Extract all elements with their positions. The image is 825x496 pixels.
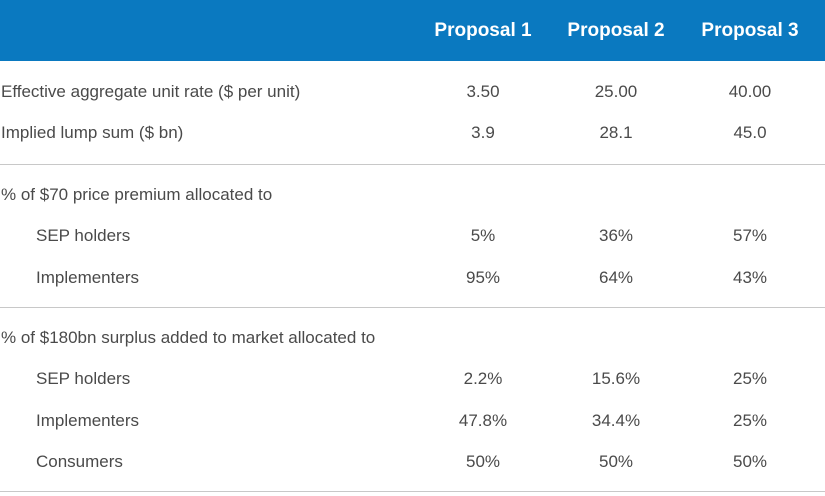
column-header-proposal-1: Proposal 1 [434,20,532,41]
row-label-implementers: Implementers [36,268,139,287]
section-title-row: % of $70 price premium allocated to [0,174,825,216]
row-label-sep-holders: SEP holders [36,369,131,388]
cell-value: 25% [732,411,768,430]
cell-value: 50% [598,452,634,471]
table-row: Effective aggregate unit rate ($ per uni… [0,71,825,113]
cell-value: 3.50 [466,82,500,101]
cell-value: 45.0 [733,123,767,142]
cell-value: 50% [732,452,768,471]
cell-value: 40.00 [728,82,772,101]
row-label-sep-holders: SEP holders [36,226,131,245]
cell-value: 2.2% [463,369,503,388]
table-row: Implied lump sum ($ bn) 3.9 28.1 45.0 [0,112,825,154]
cell-value: 95% [465,268,501,287]
table-row: SEP holders 2.2% 15.6% 25% [0,358,825,400]
table-row: Consumers 50% 50% 50% [0,441,825,483]
cell-value: 34.4% [591,411,641,430]
section-divider [0,491,825,492]
row-label-consumers: Consumers [36,452,123,471]
cell-value: 50% [465,452,501,471]
cell-value: 25% [732,369,768,388]
cell-value: 47.8% [458,411,508,430]
table-row: Implementers 47.8% 34.4% 25% [0,400,825,442]
row-label-implementers: Implementers [36,411,139,430]
cell-value: 5% [470,226,496,245]
section-divider [0,307,825,308]
column-header-proposal-2: Proposal 2 [567,20,665,41]
row-label-lump-sum: Implied lump sum ($ bn) [1,123,184,142]
cell-value: 36% [598,226,634,245]
table-row: SEP holders 5% 36% 57% [0,215,825,257]
section-title-surplus: % of $180bn surplus added to market allo… [1,328,376,347]
section-title-price-premium: % of $70 price premium allocated to [1,185,273,204]
column-header-proposal-3: Proposal 3 [701,20,799,41]
cell-value: 28.1 [599,123,633,142]
cell-value: 43% [732,268,768,287]
row-label-unit-rate: Effective aggregate unit rate ($ per uni… [1,82,301,101]
section-title-row: % of $180bn surplus added to market allo… [0,317,825,359]
cell-value: 25.00 [594,82,638,101]
cell-value: 64% [598,268,634,287]
cell-value: 15.6% [591,369,641,388]
table-row: Implementers 95% 64% 43% [0,257,825,299]
section-divider [0,164,825,165]
table-header: Proposal 1 Proposal 2 Proposal 3 [0,0,825,61]
cell-value: 3.9 [471,123,495,142]
cell-value: 57% [732,226,768,245]
